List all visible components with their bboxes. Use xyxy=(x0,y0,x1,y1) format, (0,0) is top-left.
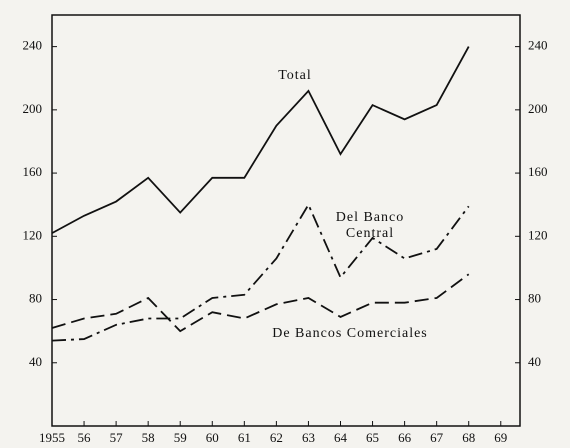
y-tick-label: 40 xyxy=(29,354,42,369)
x-tick-label: 56 xyxy=(78,430,92,445)
x-tick-label: 59 xyxy=(174,430,187,445)
x-tick-label: 67 xyxy=(430,430,444,445)
series-label: De Bancos Comerciales xyxy=(272,326,428,341)
y2-tick-label: 200 xyxy=(528,101,548,116)
x-tick-label: 61 xyxy=(238,430,251,445)
x-tick-label: 65 xyxy=(366,430,379,445)
x-tick-label: 68 xyxy=(462,430,475,445)
y-tick-label: 80 xyxy=(29,291,42,306)
y-tick-label: 200 xyxy=(23,101,43,116)
y-tick-label: 120 xyxy=(23,227,43,242)
y2-tick-label: 80 xyxy=(528,291,541,306)
series-label: Del Banco Central xyxy=(335,210,405,241)
x-tick-label: 64 xyxy=(334,430,348,445)
x-tick-label: 60 xyxy=(206,430,219,445)
x-tick-label: 63 xyxy=(302,430,315,445)
y-tick-label: 240 xyxy=(23,38,43,53)
y2-tick-label: 160 xyxy=(528,164,548,179)
x-tick-label: 69 xyxy=(494,430,507,445)
series-line xyxy=(51,46,470,234)
x-tick-label: 58 xyxy=(142,430,155,445)
series-line xyxy=(51,273,470,333)
x-tick-label: 1955 xyxy=(39,430,65,445)
y2-tick-label: 120 xyxy=(528,227,548,242)
x-tick-label: 66 xyxy=(398,430,412,445)
series-label: Total xyxy=(278,68,312,83)
y-tick-label: 160 xyxy=(23,164,43,179)
y2-tick-label: 240 xyxy=(528,38,548,53)
series-line xyxy=(51,202,470,342)
y2-tick-label: 40 xyxy=(528,354,541,369)
x-tick-label: 62 xyxy=(270,430,283,445)
plot-frame xyxy=(51,14,521,427)
x-tick-label: 57 xyxy=(110,430,124,445)
